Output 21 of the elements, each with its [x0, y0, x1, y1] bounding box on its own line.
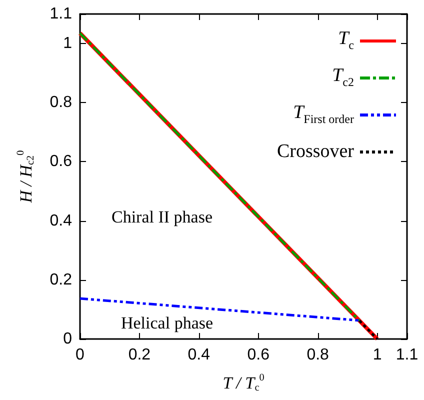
- x-tick-label: 0.4: [188, 346, 210, 364]
- y-tick-label: 0.2: [50, 271, 72, 288]
- x-tick-label: 0.6: [247, 346, 270, 364]
- y-axis-title: H / Hc20: [16, 150, 36, 204]
- legend-label: T$_{c2}$: [332, 65, 354, 89]
- x-tick-label: 0: [76, 346, 85, 364]
- legend-label: Crossover: [276, 140, 354, 162]
- y-tick-label: 0.6: [50, 153, 72, 170]
- x-tick-label: 1.1: [396, 346, 418, 364]
- legend-label: T$_{c}$: [338, 28, 354, 52]
- y-tick-label: 0.8: [50, 94, 72, 112]
- annotation: Helical phase: [120, 314, 214, 332]
- x-tick-label: 0.2: [128, 346, 151, 364]
- y-tick-label: 1.1: [50, 6, 72, 22]
- annotation: Chiral II phase: [111, 208, 213, 226]
- y-tick-label: 0: [63, 330, 72, 348]
- legend-label: T$_{First order}$: [293, 102, 354, 126]
- x-tick-label: 0.8: [306, 346, 330, 364]
- x-tick-label: 1: [372, 346, 382, 364]
- y-tick-label: 1: [63, 35, 72, 52]
- y-tick-label: 0.4: [50, 212, 72, 230]
